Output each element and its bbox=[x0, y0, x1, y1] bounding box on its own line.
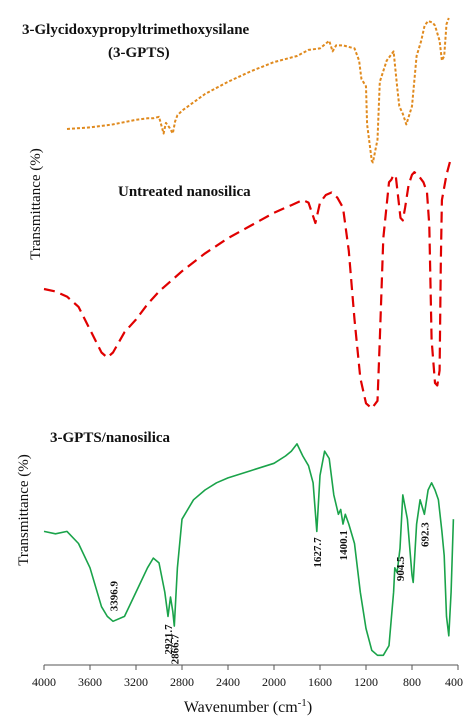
peak-label-5: 904.5 bbox=[395, 556, 407, 581]
x-tick-label-7: 1200 bbox=[354, 675, 378, 689]
y-axis-label-lower: Transmittance (%) bbox=[16, 454, 32, 566]
x-tick-label-8: 800 bbox=[403, 675, 421, 689]
x-tick-label-4: 2400 bbox=[216, 675, 240, 689]
x-tick-label-0: 4000 bbox=[32, 675, 56, 689]
series-line-0 bbox=[66, 17, 450, 164]
spectra-curves bbox=[43, 17, 455, 657]
x-ticks: 4000 3600 3200 2800 2400 2000 1600 1200 800 400 bbox=[32, 665, 463, 689]
y-axis-label-upper: Transmittance (%) bbox=[28, 148, 44, 260]
x-axis-label-sup: -1 bbox=[298, 697, 307, 709]
x-tick-label-5: 2000 bbox=[262, 675, 286, 689]
peak-label-1: 2921.7 bbox=[163, 624, 175, 655]
x-axis-label-main: Wavenumber (cm bbox=[184, 699, 298, 716]
peak-label-0: 3396.9 bbox=[108, 581, 120, 612]
series-label-3gpts-abbrev: (3-GPTS) bbox=[108, 45, 170, 61]
series-label-untreated: Untreated nanosilica bbox=[118, 184, 251, 200]
x-tick-label-6: 1600 bbox=[308, 675, 332, 689]
x-axis-label-end: ) bbox=[307, 699, 312, 716]
peak-label-4: 1400.1 bbox=[338, 530, 350, 560]
x-tick-label-2: 3200 bbox=[124, 675, 148, 689]
x-tick-label-3: 2800 bbox=[170, 675, 194, 689]
series-label-3gpts: 3-Glycidoxypropyltrimethoxysilane bbox=[22, 22, 250, 38]
peak-label-6: 692.3 bbox=[419, 522, 431, 547]
series-line-1 bbox=[43, 161, 451, 410]
series-line-2 bbox=[43, 443, 455, 657]
series-label-composite: 3-GPTS/nanosilica bbox=[50, 430, 171, 446]
x-axis-label: Wavenumber (cm-1) bbox=[184, 697, 312, 716]
x-tick-label-1: 3600 bbox=[78, 675, 102, 689]
peak-label-3: 1627.7 bbox=[312, 537, 324, 568]
x-tick-label-9: 400 bbox=[445, 675, 463, 689]
peak-label-2: 2866.7 bbox=[169, 634, 181, 665]
